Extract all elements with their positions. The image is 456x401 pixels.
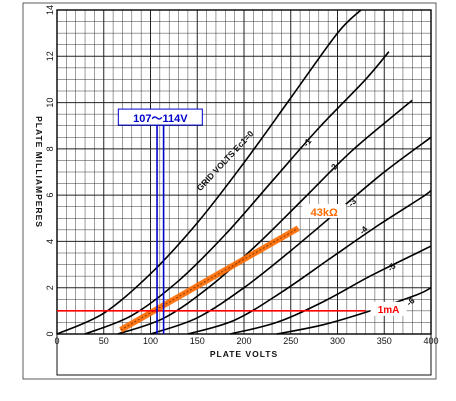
x-tick-label: 0 bbox=[54, 336, 59, 346]
y-tick-label: 2 bbox=[45, 285, 55, 290]
outer-border bbox=[22, 2, 437, 380]
curve-grid-minus-6 bbox=[276, 286, 432, 335]
curve-grid-0 bbox=[56, 9, 362, 335]
curve-grid-minus-5 bbox=[229, 245, 432, 335]
y-tick-label: 12 bbox=[45, 51, 55, 61]
load-line bbox=[119, 225, 300, 333]
y-tick-label: 4 bbox=[45, 239, 55, 244]
x-tick-label: 300 bbox=[330, 336, 345, 346]
y-tick-label: 0 bbox=[45, 331, 55, 336]
y-tick-label: 10 bbox=[45, 98, 55, 108]
curve-grid-minus-4 bbox=[187, 189, 432, 335]
chart-grid bbox=[56, 9, 432, 335]
x-tick-label: 250 bbox=[283, 336, 298, 346]
curve-label: -4 bbox=[357, 224, 370, 237]
x-tick-label: 150 bbox=[190, 336, 205, 346]
y-tick-label: 14 bbox=[45, 5, 55, 15]
voltage-range-label-box bbox=[117, 108, 203, 126]
chart-axes: 0 50 100 150 200 250 300 350 400 0 2 4 6 8 10 12 14 bbox=[45, 5, 439, 346]
curve-grid-minus-2 bbox=[117, 99, 413, 335]
plot-border bbox=[56, 9, 432, 335]
x-tick-label: 350 bbox=[377, 336, 392, 346]
load-line-label: 43kΩ bbox=[311, 207, 338, 219]
x-axis-title: PLATE VOLTS bbox=[210, 349, 278, 359]
curve-grid-minus-3 bbox=[150, 136, 432, 335]
x-tick-label: 100 bbox=[143, 336, 158, 346]
y-axis-title: PLATE MILLIAMPERES bbox=[34, 116, 44, 228]
x-tick-label: 400 bbox=[423, 336, 438, 346]
voltage-range-label: 107～114V bbox=[133, 113, 188, 125]
annotations: 43kΩ 1mA 107～114V bbox=[57, 108, 407, 334]
y-tick-label: 8 bbox=[45, 146, 55, 151]
load-line-label-bg bbox=[302, 203, 347, 218]
y-tick-label: 6 bbox=[45, 193, 55, 198]
x-tick-label: 200 bbox=[236, 336, 251, 346]
x-tick-label: 50 bbox=[99, 336, 109, 346]
current-line-label-bg bbox=[370, 301, 407, 316]
current-line-label: 1mA bbox=[378, 305, 400, 316]
